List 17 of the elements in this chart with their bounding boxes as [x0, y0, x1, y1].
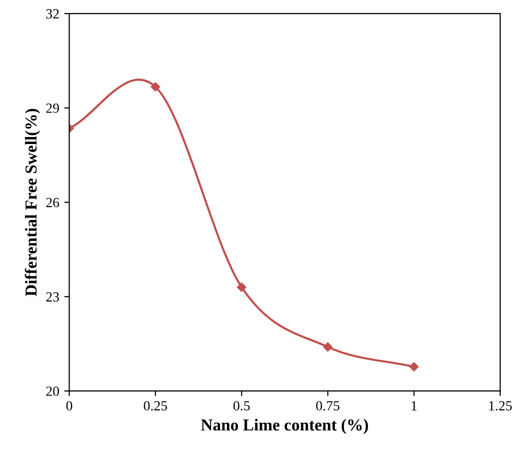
- point: [150, 82, 160, 92]
- x-tick-label: 1: [412, 401, 417, 410]
- y-tick-label: 20: [46, 386, 60, 396]
- y-tick-label: 29: [46, 104, 59, 113]
- x-tick-label: 0.25: [144, 401, 168, 411]
- y-tick-label: 23: [46, 292, 59, 302]
- y-tick-label: 26: [46, 198, 60, 208]
- x-tick-label: 1.25: [489, 401, 512, 411]
- y-axis-title: Differential Free Swell(%): [24, 108, 40, 296]
- x-tick-label: 0: [66, 401, 72, 410]
- x-tick-label: 0.5: [233, 401, 250, 411]
- x-tick-label: 0.75: [316, 401, 340, 411]
- point: [323, 342, 332, 352]
- point: [409, 362, 419, 372]
- y-tick-label: 32: [46, 9, 59, 19]
- x-axis-title: Nano Lime content (%): [201, 418, 368, 434]
- point: [237, 282, 246, 292]
